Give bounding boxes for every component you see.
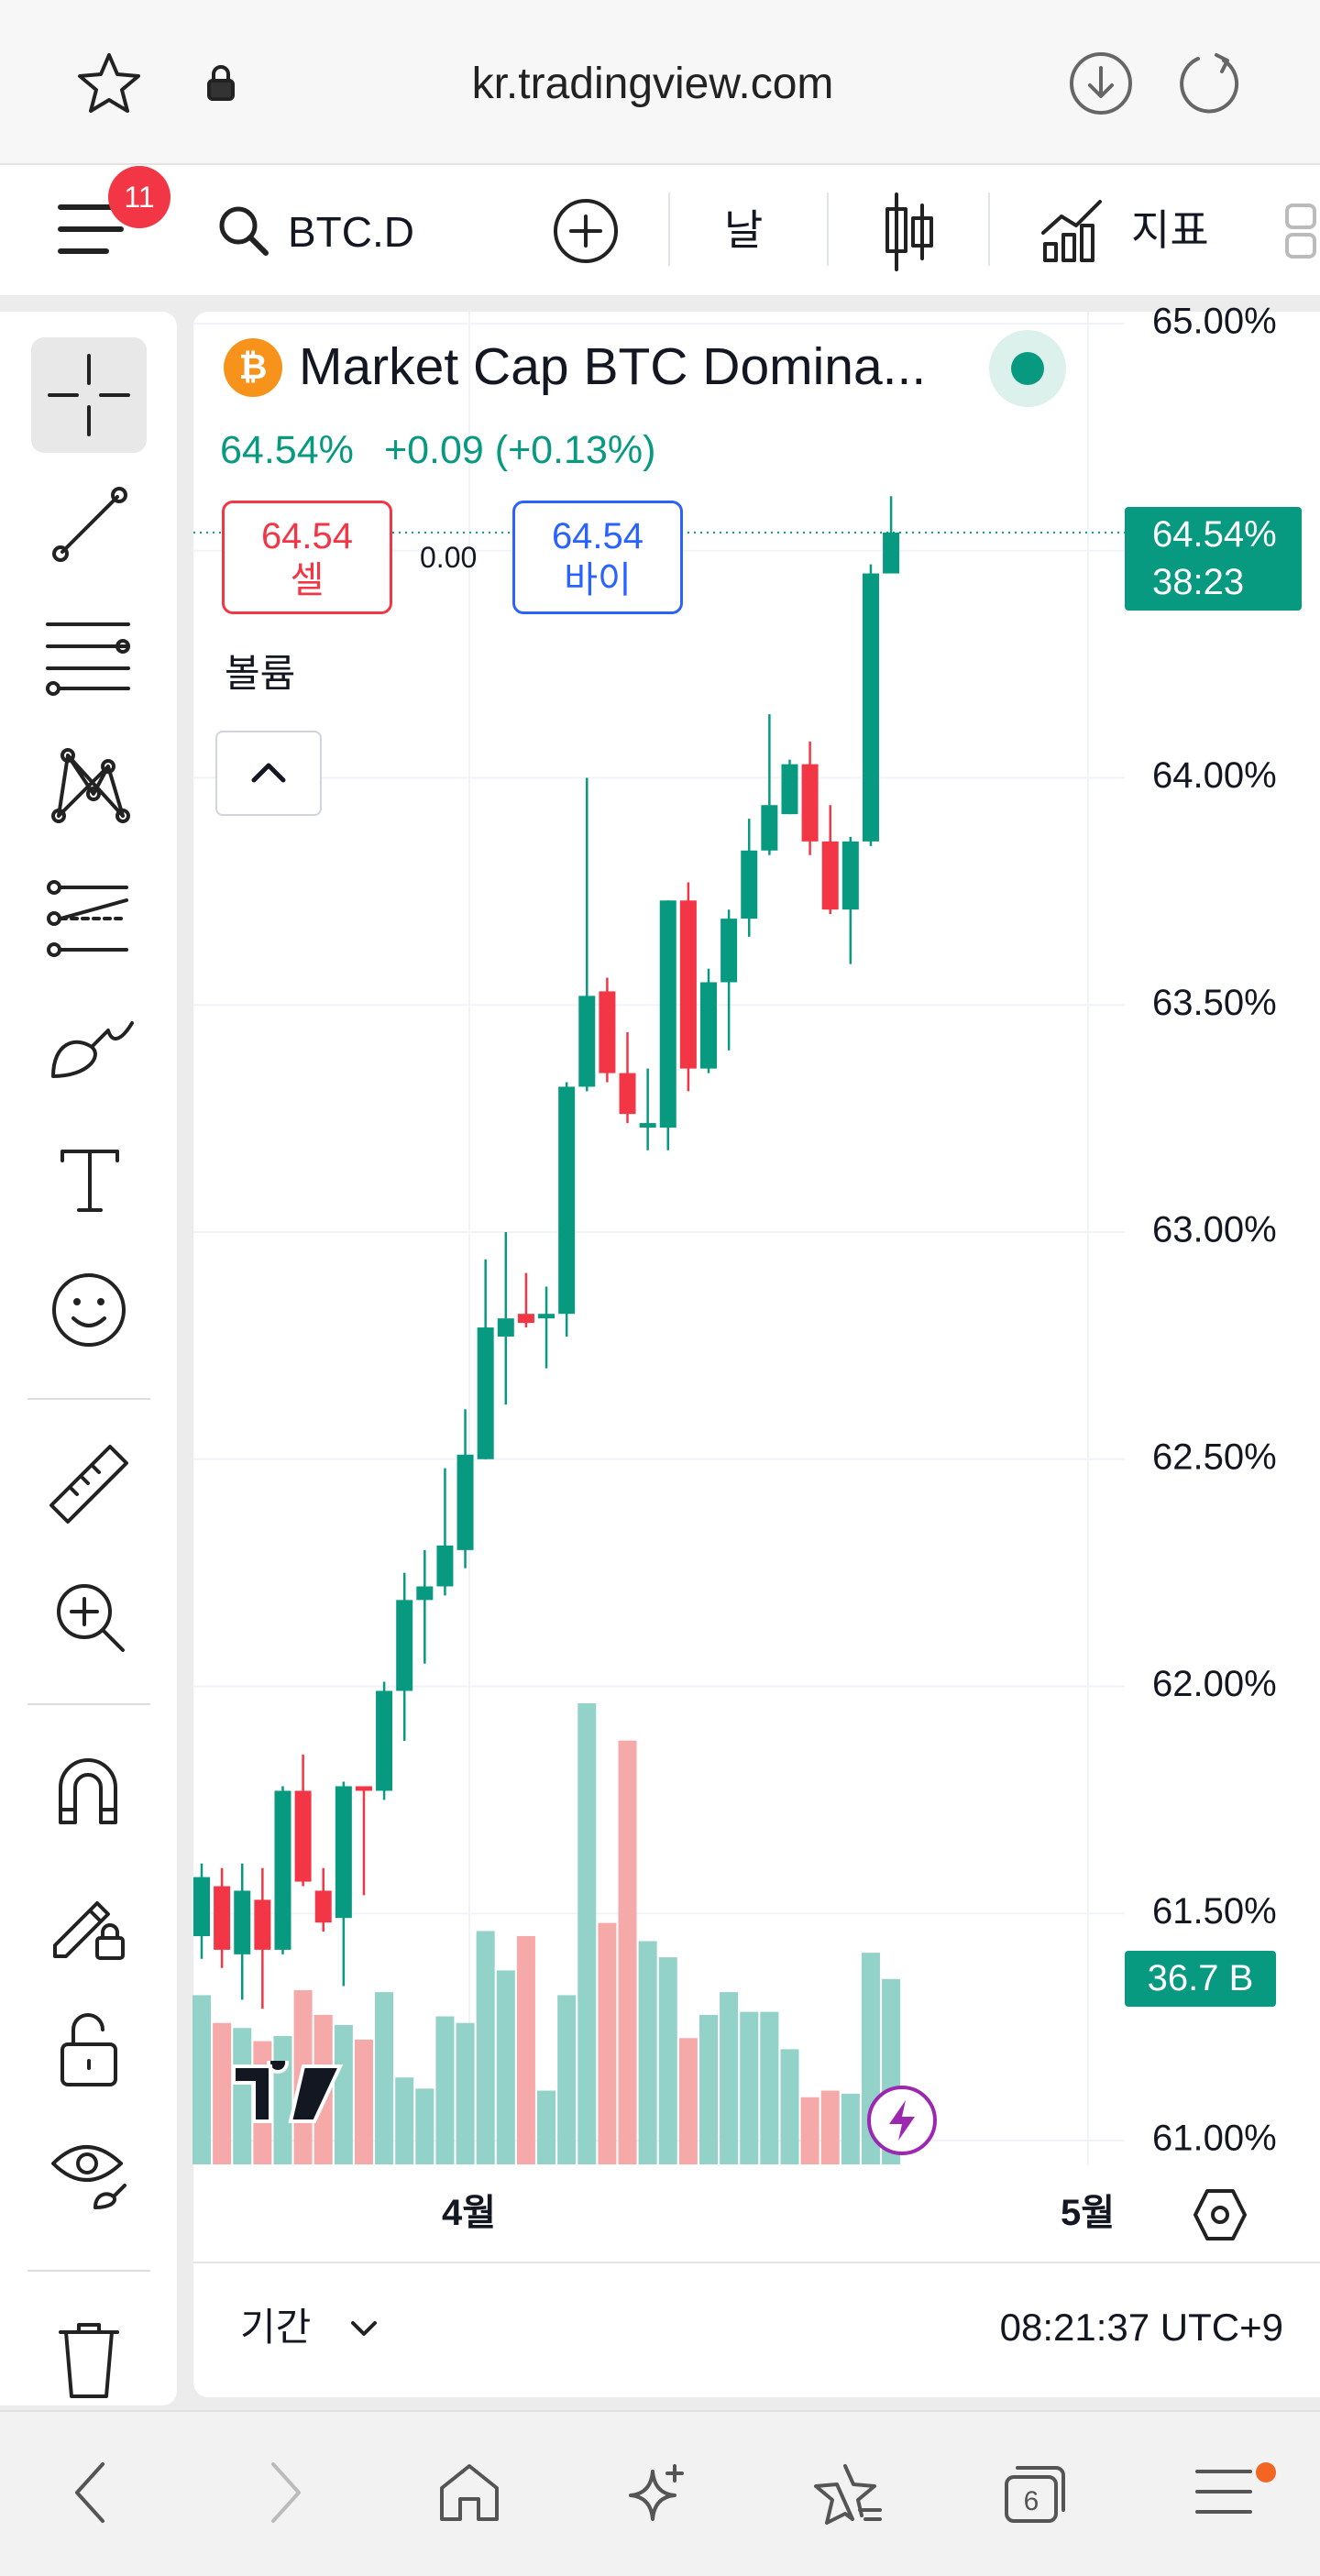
tool-separator [28, 1398, 150, 1400]
sell-price: 64.54 [260, 516, 354, 556]
volume-price-label: 36.7 B [1125, 1951, 1276, 2007]
compare-icon[interactable] [553, 198, 619, 264]
chart-title: Market Cap BTC Domina... [299, 337, 927, 396]
market-status-dot [1011, 352, 1044, 385]
chevron-up [251, 763, 286, 783]
forecast-tool[interactable] [46, 880, 130, 957]
browser-nav [0, 2410, 1320, 2576]
crosshair-tool[interactable] [48, 354, 130, 436]
trendline-tool[interactable] [51, 486, 128, 563]
symbol[interactable]: BTC.D [288, 208, 414, 256]
last-price-label: 64.54% [1152, 514, 1277, 555]
tool-separator [28, 2270, 150, 2272]
buy-price: 64.54 [551, 516, 644, 556]
footer-separator [193, 2262, 1320, 2263]
sell-button[interactable]: 64.54 셀 [222, 501, 392, 614]
fib-tool[interactable] [46, 619, 130, 696]
pattern-tool[interactable] [50, 746, 130, 825]
lock-icon [207, 65, 235, 101]
settings-icon[interactable] [1194, 2189, 1247, 2240]
bookmark-star[interactable] [77, 51, 141, 116]
notification-badge: 11 [108, 166, 170, 228]
spread: 0.00 [420, 541, 478, 574]
countdown: 38:23 [1152, 562, 1245, 602]
period-chevron[interactable] [350, 2319, 378, 2338]
home-button[interactable] [438, 2462, 500, 2523]
clock[interactable]: 08:21:37 UTC+9 [999, 2306, 1283, 2349]
volume-legend: 볼륨 [225, 652, 296, 695]
x-axis-label: 5월 [1061, 2193, 1116, 2233]
sell-label: 셀 [290, 560, 324, 600]
toolbar-divider [668, 193, 670, 266]
forward-button[interactable] [268, 2460, 304, 2525]
interval[interactable]: 날 [724, 206, 764, 254]
btc-icon: ₿ [224, 338, 282, 397]
chart-type-icon[interactable] [884, 193, 935, 271]
period[interactable]: 기간 [240, 2306, 312, 2349]
browser-menu[interactable] [1195, 2466, 1254, 2517]
indicators-icon[interactable] [1040, 196, 1104, 262]
menu-dot [1256, 2462, 1276, 2482]
toolbar-divider [988, 193, 990, 266]
unlock-tool[interactable] [59, 2011, 119, 2086]
text-tool[interactable] [59, 1148, 121, 1214]
ai-button[interactable] [629, 2462, 688, 2523]
magnet-tool[interactable] [55, 1755, 121, 1824]
back-button[interactable] [72, 2460, 108, 2525]
tradingview-logo [232, 2061, 344, 2123]
favorites-button[interactable] [814, 2462, 882, 2526]
brush-tool[interactable] [48, 1016, 136, 1082]
toolbar-divider [827, 193, 829, 266]
zoom-tool[interactable] [53, 1580, 126, 1654]
collapse-button[interactable] [215, 731, 322, 816]
lightning-button[interactable] [867, 2086, 937, 2155]
svg-text:6: 6 [1024, 2486, 1040, 2516]
legend-change: +0.09 (+0.13%) [384, 428, 656, 472]
emoji-tool[interactable] [51, 1272, 126, 1348]
ruler-tool[interactable] [48, 1443, 130, 1525]
more-icon[interactable] [1285, 204, 1320, 259]
buy-button[interactable]: 64.54 바이 [512, 501, 683, 614]
svg-text:₿: ₿ [239, 348, 268, 387]
market-status[interactable] [989, 330, 1066, 407]
legend-price: 64.54% [220, 428, 354, 472]
delete-tool[interactable] [59, 2321, 119, 2400]
visibility-tool[interactable] [50, 2136, 132, 2213]
toolbar [0, 165, 1320, 295]
lock-drawings-tool[interactable] [48, 1881, 130, 1964]
chart-panel [193, 312, 1320, 2397]
reload-icon[interactable] [1178, 51, 1242, 116]
url[interactable]: kr.tradingview.com [471, 60, 834, 108]
x-axis-label: 4월 [442, 2193, 497, 2233]
lightning-icon [889, 2100, 915, 2141]
download-icon[interactable] [1069, 51, 1133, 116]
buy-label: 바이 [564, 560, 632, 600]
tool-separator [28, 1703, 150, 1705]
search-icon[interactable] [218, 205, 270, 257]
last-price-box: 64.54% 38:23 [1125, 507, 1302, 611]
tabs-button[interactable]: 6 [1003, 2460, 1069, 2525]
indicators[interactable]: 지표 [1131, 206, 1209, 254]
drawing-toolbar [0, 312, 177, 2405]
